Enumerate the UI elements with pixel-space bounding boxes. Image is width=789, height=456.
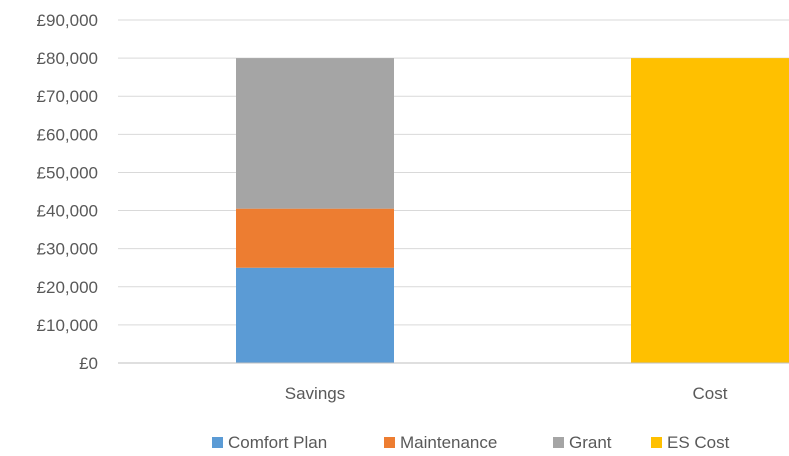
legend-item: Comfort Plan xyxy=(212,433,327,452)
legend-swatch xyxy=(651,437,662,448)
legend-swatch xyxy=(553,437,564,448)
y-tick-label: £30,000 xyxy=(37,240,98,259)
y-tick-label: £40,000 xyxy=(37,202,98,221)
y-tick-label: £50,000 xyxy=(37,163,98,182)
y-tick-label: £80,000 xyxy=(37,49,98,68)
y-tick-label: £90,000 xyxy=(37,11,98,30)
legend-item: Grant xyxy=(553,433,612,452)
legend-label: Comfort Plan xyxy=(228,433,327,452)
bar-maintenance-savings xyxy=(236,208,394,268)
legend-label: Maintenance xyxy=(400,433,497,452)
y-tick-label: £10,000 xyxy=(37,316,98,335)
y-axis-tick-labels: £0 £10,000 £20,000 £30,000 £40,000 £50,000 £60… xyxy=(37,11,98,373)
x-category-label: Cost xyxy=(693,384,728,403)
bars xyxy=(236,58,789,363)
x-axis-category-labels: Savings Cost xyxy=(285,384,728,403)
y-tick-label: £70,000 xyxy=(37,87,98,106)
legend-swatch xyxy=(384,437,395,448)
bar-comfort-plan-savings xyxy=(236,267,394,363)
gridlines xyxy=(118,19,789,326)
legend-label: ES Cost xyxy=(667,433,730,452)
legend: Comfort Plan Maintenance Grant ES Cost xyxy=(212,433,730,452)
legend-label: Grant xyxy=(569,433,612,452)
legend-item: ES Cost xyxy=(651,433,730,452)
legend-swatch xyxy=(212,437,223,448)
y-tick-label: £0 xyxy=(79,354,98,373)
legend-item: Maintenance xyxy=(384,433,497,452)
bar-grant-savings xyxy=(236,58,394,209)
y-tick-label: £20,000 xyxy=(37,278,98,297)
y-tick-label: £60,000 xyxy=(37,125,98,144)
x-category-label: Savings xyxy=(285,384,345,403)
bar-es-cost-cost xyxy=(631,58,789,363)
